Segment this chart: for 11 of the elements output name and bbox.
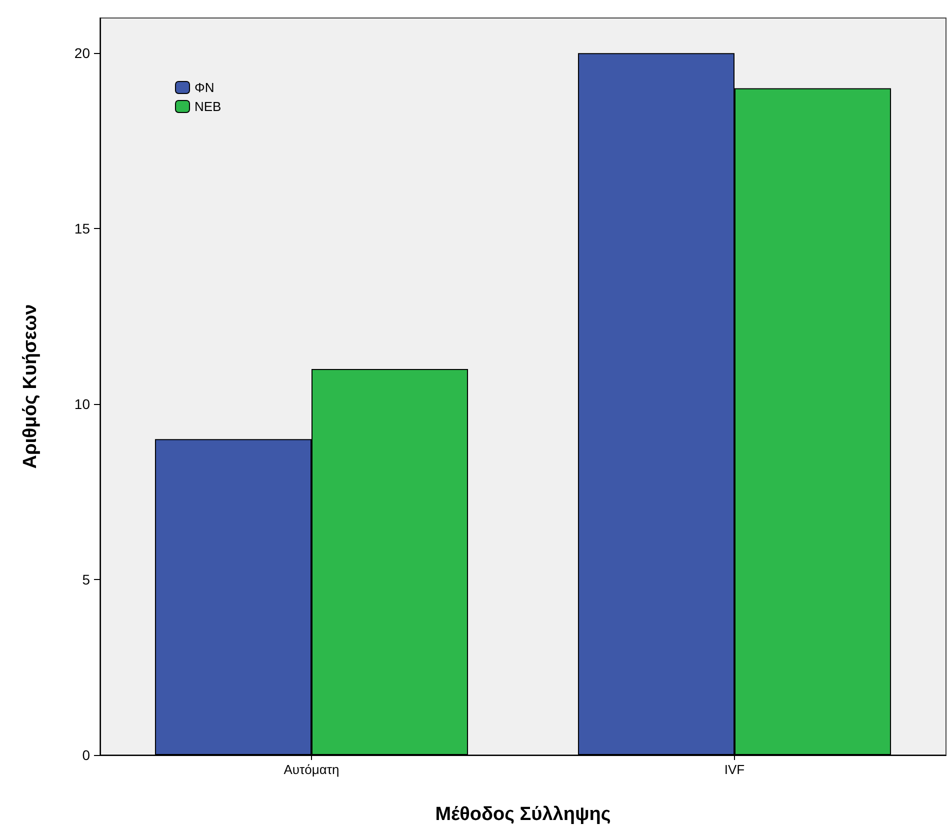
legend-label: ΝΕΒ	[194, 99, 222, 114]
y-tick-label: 10	[74, 396, 90, 412]
x-tick-label: IVF	[724, 762, 745, 777]
x-axis-title: Μέθοδος Σύλληψης	[435, 804, 611, 825]
legend-label: ΦΝ	[194, 80, 214, 95]
x-tick-label: Αυτόματη	[284, 762, 340, 777]
y-tick-label: 5	[82, 572, 90, 588]
y-axis-title: Αριθμός Κυήσεων	[20, 304, 41, 469]
y-tick-label: 20	[74, 45, 90, 62]
y-tick-label: 0	[82, 747, 90, 763]
y-tick-label: 15	[74, 220, 90, 237]
